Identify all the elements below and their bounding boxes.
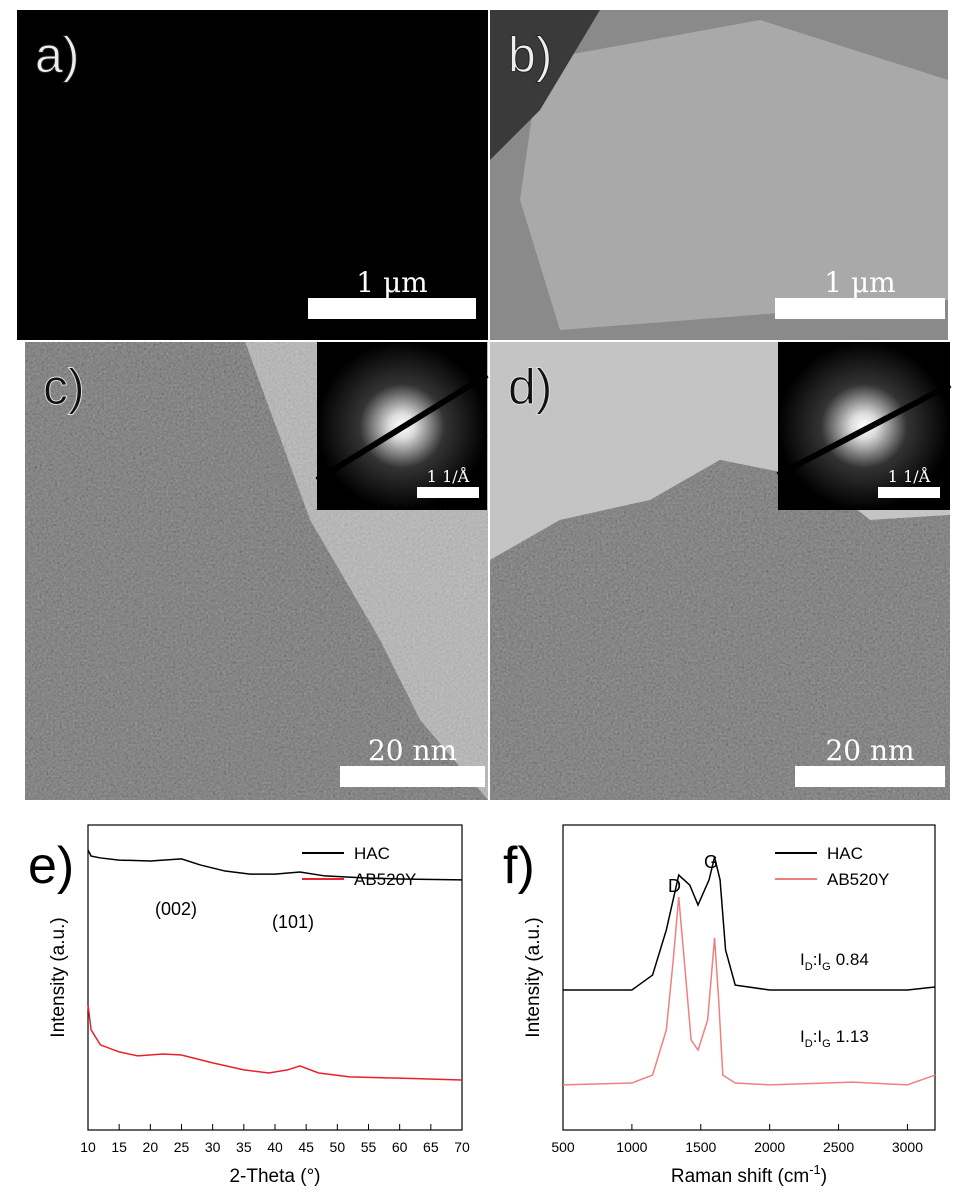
inset-scale-bar-label: 1 1/Å [888,466,931,486]
ratio-label: ID:IG 0.84 [800,950,869,973]
series-line [87,1004,463,1081]
x-axis-title: Raman shift (cm-1) [671,1162,827,1187]
plot-frame [562,824,936,1131]
series-line [563,856,936,991]
legend-label: HAC [354,844,390,863]
annotation: (002) [155,899,197,919]
scale-bar [795,766,945,787]
x-tick-label: 65 [423,1139,439,1155]
scale-bar [308,298,476,319]
x-tick-label: 3000 [892,1139,923,1155]
series-line [562,896,936,1086]
micrographs [17,10,952,800]
x-axis-title-suffix: ) [821,1166,827,1187]
x-tick-label: 30 [205,1139,221,1155]
panel-label: e) [28,837,74,895]
x-tick-label: 40 [267,1139,283,1155]
x-tick-label: 45 [298,1139,314,1155]
x-tick-label: 2000 [754,1139,785,1155]
panel-label: b) [508,27,552,83]
x-tick-label: 60 [392,1139,408,1155]
x-tick-label: 25 [174,1139,190,1155]
ratio-symbol: :I [813,1027,822,1046]
scale-bar-label: 20 nm [368,734,457,767]
beam-stop-d [776,382,952,478]
x-tick-label: 2500 [823,1139,854,1155]
annotation: (101) [272,912,314,932]
inset-scale-bar [878,487,940,498]
legend-label: AB520Y [354,870,416,889]
sem-texture-a [17,10,488,340]
ratio-symbol: :I [813,950,822,969]
ratio-symbol: G [822,1038,831,1050]
scale-bar-label: 1 μm [356,266,427,299]
ratio-symbol: D [805,1038,813,1050]
ratio-symbol: D [805,961,813,973]
legend-label: AB520Y [827,870,889,889]
y-axis-title: Intensity (a.u.) [48,917,69,1037]
x-axis-title: 2-Theta (°) [229,1166,320,1187]
x-tick-label: 500 [551,1139,575,1155]
legend-label: HAC [827,844,863,863]
ratio-label: ID:IG 1.13 [800,1027,869,1050]
ratio-symbol: I [800,1027,805,1046]
panel-label: a) [35,27,79,83]
ratio-symbol: I [800,950,805,969]
ratio-value: 0.84 [836,950,869,969]
x-tick-label: 55 [361,1139,377,1155]
x-tick-label: 50 [330,1139,346,1155]
x-tick-label: 70 [454,1139,470,1155]
beam-stop-c [315,372,489,483]
x-tick-label: 1500 [685,1139,716,1155]
x-tick-label: 35 [236,1139,252,1155]
x-axis-title-text: Raman shift (cm [671,1166,809,1187]
scale-bar-label: 20 nm [825,734,914,767]
annotation: G [704,852,718,872]
ratio-symbol: G [822,961,831,973]
panel-label: f) [503,837,535,895]
x-tick-label: 10 [80,1139,96,1155]
x-tick-label: 15 [111,1139,127,1155]
sem-flake-b [520,20,948,330]
inset-scale-bar-label: 1 1/Å [427,466,470,486]
y-axis-title: Intensity (a.u.) [523,917,544,1037]
diffraction-inset-d [778,342,950,510]
inset-scale-bar [417,487,479,498]
x-tick-label: 20 [143,1139,159,1155]
series-line [87,849,463,881]
sem-shadow-b [490,10,600,160]
annotation: D [668,876,681,896]
panel-label: c) [43,359,85,415]
x-axis-title-superscript: -1 [809,1162,821,1177]
x-tick-label: 1000 [616,1139,647,1155]
ratio-value: 1.13 [836,1027,869,1046]
scale-bar-label: 1 μm [824,266,895,299]
scale-bar [775,298,945,319]
scale-bar [340,766,485,787]
panel-label: d) [508,359,552,415]
